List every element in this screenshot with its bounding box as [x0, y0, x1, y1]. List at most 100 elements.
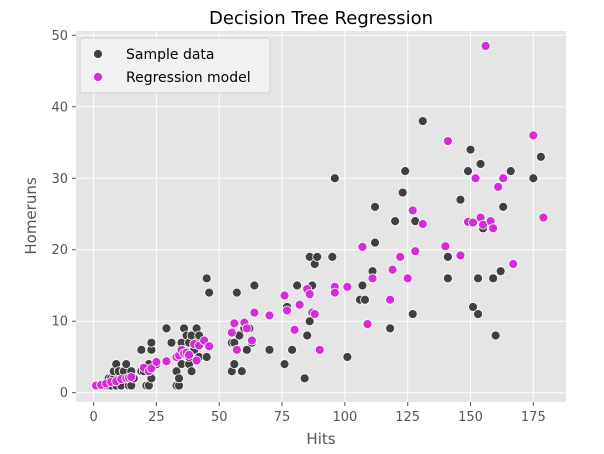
point-sample-data: [161, 323, 172, 334]
x-tick-label: 25: [148, 410, 165, 425]
point-sample-data: [166, 337, 177, 348]
point-sample-data: [442, 251, 453, 262]
point-regression-model: [387, 264, 398, 275]
point-regression-model: [455, 250, 466, 261]
point-regression-model: [279, 290, 290, 301]
point-sample-data: [231, 287, 242, 298]
point-regression-model: [146, 363, 157, 374]
chart-title: Decision Tree Regression: [209, 8, 433, 29]
point-regression-model: [480, 41, 491, 51]
point-sample-data: [455, 194, 466, 205]
point-sample-data: [264, 344, 275, 355]
point-sample-data: [495, 266, 506, 277]
x-tick-label: 0: [89, 410, 97, 425]
x-tick-label: 175: [521, 410, 546, 425]
point-sample-data: [370, 201, 380, 212]
y-tick-label: 40: [51, 100, 68, 115]
point-regression-model: [314, 344, 325, 355]
point-regression-model: [226, 327, 237, 338]
point-regression-model: [342, 282, 353, 292]
point-regression-model: [498, 173, 509, 184]
point-regression-model: [407, 205, 418, 216]
point-regression-model: [508, 259, 519, 269]
point-sample-data: [528, 173, 539, 184]
point-sample-data: [400, 166, 411, 177]
point-regression-model: [204, 341, 215, 352]
legend-label-sample-data: Sample data: [126, 47, 214, 63]
y-tick-label: 10: [51, 315, 68, 330]
x-tick-label: 50: [211, 410, 228, 425]
point-sample-data: [468, 302, 478, 312]
point-regression-model: [538, 212, 549, 223]
point-sample-data: [360, 294, 370, 305]
point-sample-data: [299, 373, 310, 384]
point-sample-data: [407, 309, 418, 319]
point-sample-data: [498, 201, 509, 212]
point-regression-model: [329, 287, 340, 298]
point-regression-model: [191, 355, 202, 366]
point-sample-data: [390, 216, 401, 227]
point-sample-data: [488, 273, 499, 284]
point-sample-data: [279, 359, 290, 370]
point-sample-data: [417, 116, 428, 126]
point-sample-data: [505, 166, 516, 177]
point-regression-model: [357, 241, 368, 252]
point-regression-model: [229, 318, 240, 329]
point-sample-data: [146, 337, 157, 348]
point-sample-data: [397, 187, 408, 198]
point-regression-model: [410, 246, 421, 257]
point-regression-model: [184, 349, 194, 360]
point-sample-data: [490, 330, 501, 341]
point-regression-model: [161, 356, 172, 367]
point-regression-model: [289, 324, 300, 335]
y-tick-label: 30: [51, 172, 68, 187]
point-regression-model: [470, 173, 481, 184]
point-regression-model: [385, 294, 396, 305]
point-regression-model: [442, 136, 453, 146]
y-tick-label: 0: [60, 386, 68, 401]
point-sample-data: [292, 280, 303, 291]
point-regression-model: [440, 241, 451, 252]
legend: Sample data Regression model: [79, 37, 271, 94]
point-sample-data: [463, 166, 473, 177]
data-points: [91, 41, 549, 391]
point-sample-data: [236, 366, 247, 377]
point-sample-data: [312, 251, 323, 262]
point-sample-data: [329, 173, 340, 184]
x-tick-label: 150: [458, 410, 483, 425]
point-regression-model: [126, 372, 137, 382]
point-sample-data: [201, 273, 212, 284]
y-tick-label: 20: [51, 243, 68, 258]
point-sample-data: [342, 352, 353, 362]
point-regression-model: [493, 181, 504, 192]
point-regression-model: [367, 273, 378, 284]
x-tick-label: 100: [332, 410, 357, 425]
point-sample-data: [249, 280, 260, 291]
point-sample-data: [287, 344, 298, 355]
point-sample-data: [385, 323, 396, 334]
point-sample-data: [174, 373, 184, 384]
legend-marker-regression-model: [93, 72, 103, 82]
point-sample-data: [535, 151, 546, 162]
point-sample-data: [473, 273, 483, 284]
point-regression-model: [151, 357, 162, 367]
point-regression-model: [528, 130, 539, 141]
point-sample-data: [186, 366, 197, 377]
point-sample-data: [204, 287, 215, 298]
y-axis-title: Homeruns: [22, 177, 40, 254]
point-regression-model: [309, 309, 320, 319]
point-regression-model: [362, 319, 373, 329]
y-tick-label: 50: [51, 29, 68, 44]
tick-labels: 0 25 50 75 100 125 150 175 0 10 20 30 40 50: [51, 29, 545, 425]
point-sample-data: [473, 309, 483, 319]
point-regression-model: [395, 251, 406, 262]
point-regression-model: [488, 223, 499, 234]
point-sample-data: [241, 344, 252, 355]
point-regression-model: [417, 219, 428, 229]
x-axis-title: Hits: [306, 430, 335, 448]
point-regression-model: [468, 217, 478, 228]
point-sample-data: [465, 144, 476, 155]
legend-marker-sample-data: [93, 49, 103, 59]
point-regression-model: [231, 344, 242, 355]
